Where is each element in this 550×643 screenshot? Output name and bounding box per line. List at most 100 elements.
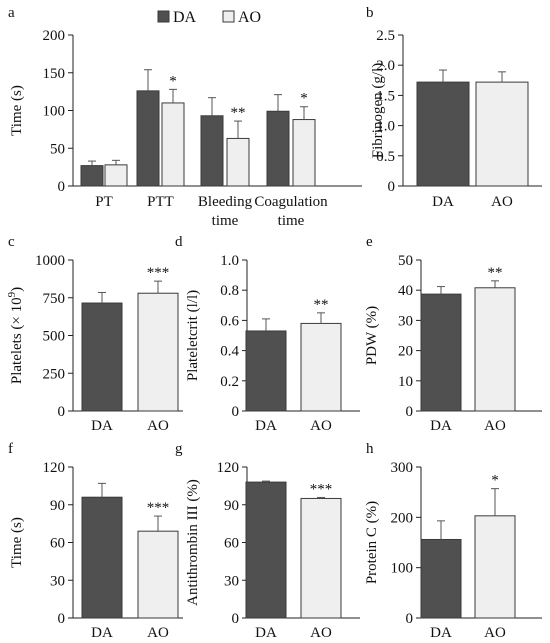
panel-h-letter: h	[366, 441, 374, 457]
panel-d-significance-1: **	[314, 297, 329, 313]
panel-b: b 0 0.5 1.0 1.5 2.0 2.5 Fibrinogen (g/l) DA AO	[366, 5, 542, 210]
panel-g-letter: g	[175, 441, 183, 457]
panel-e-y-tick-label: 10	[398, 374, 413, 390]
panel-a-category-label: time	[278, 213, 305, 229]
panel-g-y-axis-title: Antithrombin III (%)	[185, 479, 201, 606]
panel-b-category-label: AO	[491, 194, 513, 210]
panel-f-category-label: AO	[147, 625, 169, 641]
panel-f-bar-1	[137, 530, 179, 619]
panel-c-category-label: AO	[147, 418, 169, 434]
panel-c-y-tick-label: 500	[43, 329, 66, 345]
panel-c-y-tick-label: 1000	[35, 253, 65, 269]
panel-g-y-tick-label: 90	[224, 498, 239, 514]
panel-f-letter: f	[8, 441, 13, 457]
panel-c-y-tick-label: 750	[43, 291, 66, 307]
panel-a-category-label: PT	[95, 194, 113, 210]
panel-c-y-tick-label: 250	[43, 366, 66, 382]
panel-a-da-bar-0	[80, 165, 104, 187]
panel-a-category-label: Coagulation	[254, 194, 328, 210]
panel-f-significance-1: ***	[147, 500, 170, 516]
panel-d-y-tick-label: 0.6	[220, 313, 239, 329]
panel-a-ao-bar-3	[292, 119, 316, 187]
panel-f-y-tick-label: 30	[50, 573, 65, 589]
panel-h-y-tick-label: 300	[391, 460, 414, 476]
panel-a-category-label: PTT	[147, 194, 174, 210]
panel-b-bar-0	[416, 81, 470, 187]
panel-b-letter: b	[366, 5, 374, 21]
panel-h-category-label: DA	[430, 625, 452, 641]
panel-g-bar-0	[245, 481, 287, 619]
panel-a-category-label: Bleeding	[198, 194, 253, 210]
panel-e-bar-1	[474, 287, 516, 412]
panel-e: e 0 10 20 30 40 50 PDW (%) DA ** AO	[364, 234, 542, 434]
panel-e-letter: e	[366, 234, 373, 250]
panel-c-letter: c	[8, 234, 15, 250]
panel-d-category-label: DA	[255, 418, 277, 434]
panel-a-significance-1: *	[169, 73, 177, 89]
panel-h-category-label: AO	[484, 625, 506, 641]
panel-a-y-tick-label: 100	[43, 104, 66, 120]
panel-g-bar-1	[300, 497, 342, 619]
panel-h: h 0 100 200 300 Protein C (%) DA * AO	[364, 441, 542, 641]
panel-a-significance-3: *	[300, 91, 308, 107]
panel-g-category-label: AO	[310, 625, 332, 641]
panel-a-y-tick-label: 150	[43, 66, 66, 82]
panel-e-bar-0	[420, 293, 462, 412]
panel-h-y-tick-label: 0	[406, 611, 414, 627]
panel-g-category-label: DA	[255, 625, 277, 641]
panel-f-y-tick-label: 0	[58, 611, 66, 627]
panel-g-y-tick-label: 30	[224, 573, 239, 589]
panel-g-y-tick-label: 0	[232, 611, 240, 627]
panel-h-bar-0	[420, 538, 462, 619]
panel-e-y-axis-title: PDW (%)	[364, 306, 380, 365]
panel-f-y-tick-label: 120	[43, 460, 66, 476]
panel-e-y-tick-label: 30	[398, 313, 413, 329]
panel-f: f 0 30 60 90 120 Time (s) DA *** AO	[8, 441, 183, 641]
panel-g-y-tick-label: 120	[217, 460, 240, 476]
panel-h-bar-1	[474, 515, 516, 619]
panel-f-y-tick-label: 60	[50, 536, 65, 552]
panel-g-significance-1: ***	[310, 481, 333, 497]
panel-e-y-tick-label: 0	[406, 404, 414, 420]
panel-g: g 0 30 60 90 120 Antithrombin III (%) DA *** AO	[175, 441, 360, 641]
legend-label-ao: AO	[238, 9, 261, 26]
panel-f-y-axis-title: Time (s)	[9, 517, 25, 568]
panel-b-y-tick-label: 0	[388, 179, 396, 195]
panel-a-ao-bar-0	[104, 164, 128, 187]
panel-f-category-label: DA	[91, 625, 113, 641]
panel-c-y-axis-title: Platelets (× 109)	[6, 287, 25, 384]
panel-c-significance-1: ***	[147, 265, 170, 281]
panel-d-y-tick-label: 0.4	[220, 344, 239, 360]
panel-a-significance-2: **	[231, 105, 246, 121]
panel-e-category-label: AO	[484, 418, 506, 434]
panel-g-y-tick-label: 60	[224, 536, 239, 552]
panel-b-y-tick-label: 2.5	[376, 28, 395, 44]
panel-d-y-tick-label: 1.0	[220, 253, 239, 269]
panel-b-y-axis-title: Fibrinogen (g/l)	[370, 63, 386, 158]
legend-swatch-da	[157, 10, 170, 23]
panel-a-y-tick-label: 0	[58, 179, 66, 195]
panel-c-y-tick-label: 0	[58, 404, 66, 420]
panel-a-ao-bar-2	[226, 137, 250, 187]
panel-d-bar-0	[245, 330, 287, 412]
legend-label-da: DA	[173, 9, 197, 26]
panel-c-bar-0	[81, 302, 123, 412]
panel-c-category-label: DA	[91, 418, 113, 434]
panel-h-y-tick-label: 100	[391, 561, 414, 577]
panel-a: a 0 50 100 150 200 Time (s) PT * PTT ** Bleeding tim…	[8, 5, 362, 229]
legend-swatch-ao	[222, 10, 235, 23]
panel-c-y-axis-title-end: )	[9, 287, 25, 292]
panel-a-y-axis-title: Time (s)	[9, 85, 25, 136]
panel-f-bar-0	[81, 496, 123, 619]
panel-b-bar-1	[475, 81, 529, 187]
panel-e-y-tick-label: 40	[398, 283, 413, 299]
panel-d-bar-1	[300, 322, 342, 412]
panel-a-da-bar-2	[200, 115, 224, 187]
panel-b-category-label: DA	[432, 194, 454, 210]
panel-c-y-axis-title-main: Platelets (× 10	[9, 297, 25, 384]
panel-e-significance-1: **	[488, 265, 503, 281]
panel-e-y-tick-label: 20	[398, 344, 413, 360]
panel-d-y-axis-title: Plateletcrit (l/l)	[185, 290, 201, 381]
panel-a-ao-bar-1	[161, 102, 185, 187]
